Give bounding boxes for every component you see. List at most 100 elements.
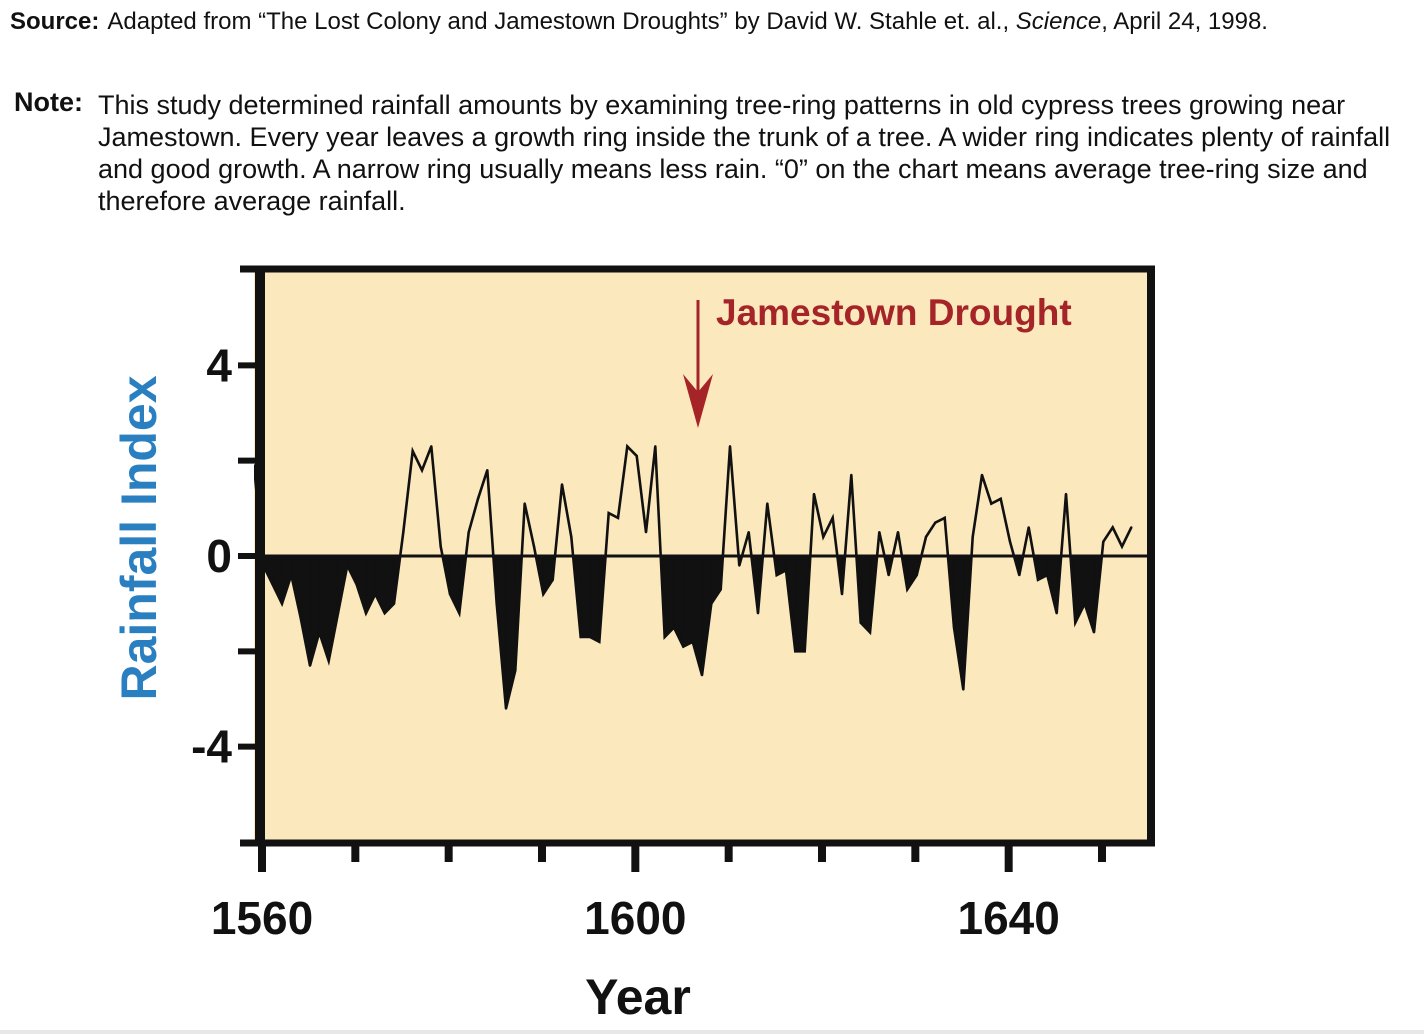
note-text: This study determined rainfall amounts b… [98,90,1391,216]
data-point [290,573,293,577]
data-point [962,688,965,691]
data-point [850,473,853,477]
data-point [495,602,498,605]
data-point [523,502,526,505]
data-point [747,530,750,534]
data-point [738,564,741,567]
rainfall-series-line [254,443,1133,709]
data-point [654,445,657,448]
data-point [430,445,433,448]
y-tick-label: -4 [191,721,232,773]
y-axis-label: Rainfall Index [111,375,167,700]
data-point [794,650,797,653]
data-point [318,631,321,634]
data-point [990,502,993,505]
data-point [579,635,582,639]
data-point [822,535,825,539]
data-point [934,521,937,524]
data-point [467,530,470,534]
data-point [682,645,685,648]
source-label: Source: [10,8,100,35]
data-point [915,573,918,577]
data-point [420,469,424,472]
annotation-arrow-head [683,374,713,428]
data-point [504,707,508,710]
data-point [448,592,452,596]
x-tick-label: 1600 [584,892,686,944]
data-point [1120,545,1124,548]
source-date: , April 24, 1998. [1101,8,1268,35]
bottom-divider [0,1030,1424,1034]
data-point [308,664,312,667]
data-point [878,530,881,534]
data-point [1064,492,1068,496]
data-point [1046,573,1049,577]
data-point [364,612,368,615]
y-tick-label: 4 [206,339,232,391]
data-point [336,612,340,615]
x-tick-label: 1560 [211,892,313,944]
data-point [952,626,956,629]
data-point [803,650,806,653]
data-point [560,483,564,486]
source-citation: Source: Adapted from “The Lost Colony and… [10,6,1410,38]
data-point [728,445,732,448]
data-point [1083,602,1086,605]
data-point [784,569,788,572]
data-point [1008,540,1012,543]
data-point [411,449,414,453]
data-point [439,545,442,548]
data-point [458,612,461,615]
data-point [1027,526,1030,529]
data-point [392,602,396,605]
data-point [346,564,349,567]
data-point [570,535,573,539]
data-point [1149,0,1151,1]
annotation-label: Jamestown Drought [716,292,1072,333]
data-point [327,659,330,663]
x-tick-label: 1640 [957,892,1059,944]
data-point [635,454,638,458]
data-point [374,592,377,596]
data-point [299,616,302,620]
data-point [924,535,928,539]
data-point [719,588,722,591]
data-point [1139,0,1141,1]
note-label: Note: [14,87,83,117]
data-point [1130,526,1133,529]
data-point [1036,578,1040,582]
data-point [254,464,256,467]
data-point [887,573,890,577]
data-point [1055,612,1058,615]
data-point [607,511,610,515]
data-point [1018,573,1021,577]
data-point [616,516,620,520]
data-point [542,592,545,596]
data-point [980,473,984,477]
data-point [1102,540,1105,543]
source-journal: Science [1015,8,1102,35]
data-point [383,612,386,615]
x-axis-label: Year [585,969,691,1025]
data-point [1074,621,1077,624]
data-point [756,612,760,615]
data-point [859,621,862,624]
data-point [663,635,666,639]
data-point [355,583,358,586]
data-point [1092,631,1096,634]
data-point [532,545,536,548]
data-point [868,631,872,634]
data-point [831,516,834,520]
data-point [402,530,405,534]
y-tick-label: 0 [206,530,232,582]
data-point [280,602,284,605]
data-point [598,640,601,643]
data-point [271,583,274,586]
data-point [486,469,489,472]
data-point [700,673,704,677]
data-point [775,573,778,577]
data-point [999,497,1002,500]
data-point [1111,526,1114,529]
data-point [766,502,769,505]
